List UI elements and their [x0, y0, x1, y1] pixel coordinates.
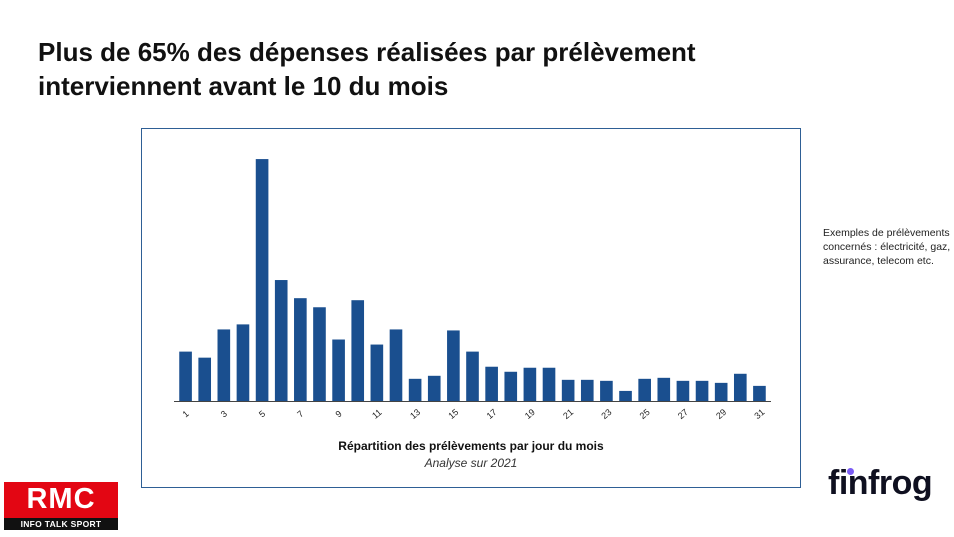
rmc-tagline: INFO TALK SPORT — [4, 518, 118, 530]
bar-day-9 — [332, 339, 345, 401]
bar-day-12 — [389, 329, 403, 401]
x-tick-label: 7 — [295, 409, 305, 420]
bar-day-15 — [447, 330, 460, 401]
x-tick-label: 1 — [180, 409, 190, 420]
bar-day-6 — [274, 280, 288, 401]
side-note: Exemples de prélèvements concernés : éle… — [823, 227, 951, 267]
bar-day-10 — [351, 300, 365, 401]
bar-day-17 — [485, 366, 498, 401]
bar-day-8 — [313, 307, 326, 401]
chart-frame: 1 3 5 7 9 11 13 15 17 19 21 23 25 27 29 31 Répartition … — [141, 128, 801, 488]
bar-day-31 — [753, 385, 766, 401]
bar-day-4 — [236, 324, 250, 401]
bar-day-5 — [255, 159, 269, 401]
rmc-logo-text: RMC — [26, 483, 96, 515]
x-tick-label: 9 — [333, 409, 343, 420]
bar-day-23 — [600, 380, 613, 401]
bar-day-26 — [657, 377, 671, 401]
bar-day-1 — [179, 351, 192, 401]
bar-day-3 — [217, 329, 231, 401]
bar-day-29 — [714, 382, 728, 401]
bar-day-2 — [198, 357, 212, 401]
bar-day-7 — [294, 298, 307, 401]
x-tick-label: 31 — [752, 407, 766, 421]
x-tick-label: 25 — [638, 407, 652, 421]
x-tick-label: 23 — [599, 407, 613, 421]
bar-chart: 1 3 5 7 9 11 13 15 17 19 21 23 25 27 29 31 — [174, 159, 771, 421]
chart-title: Répartition des prélèvements par jour du… — [338, 439, 604, 453]
bar-day-14 — [427, 375, 441, 401]
x-tick-label: 13 — [408, 407, 422, 421]
bar-day-20 — [542, 367, 556, 401]
bar-day-22 — [580, 379, 594, 401]
x-tick-label: 5 — [257, 409, 267, 420]
bar-day-13 — [408, 378, 422, 401]
x-tick-label: 11 — [370, 407, 384, 421]
bar-day-28 — [695, 380, 709, 401]
x-tick-label: 27 — [676, 407, 690, 421]
x-tick-label: 29 — [714, 407, 728, 421]
bar-day-25 — [638, 378, 651, 401]
chart-subtitle: Analyse sur 2021 — [424, 456, 518, 470]
x-tick-label: 17 — [485, 407, 499, 421]
rmc-logo: RMC INFO TALK SPORT — [4, 482, 118, 530]
bar-day-16 — [466, 351, 479, 401]
bar-day-30 — [733, 373, 747, 401]
bar-day-27 — [676, 380, 690, 401]
bar-day-18 — [504, 371, 518, 401]
bar-day-21 — [561, 379, 575, 401]
x-tick-label: 3 — [219, 409, 229, 420]
bar-day-24 — [619, 390, 632, 401]
page-title: Plus de 65% des dépenses réalisées par p… — [38, 37, 696, 101]
bar-day-19 — [523, 367, 537, 401]
bar-day-11 — [370, 344, 384, 401]
finfrog-logo-dot — [847, 468, 854, 475]
x-tick-label: 19 — [523, 407, 537, 421]
x-tick-label: 21 — [561, 407, 575, 421]
x-tick-label: 15 — [446, 407, 460, 421]
finfrog-logo: finfrog — [828, 464, 933, 502]
